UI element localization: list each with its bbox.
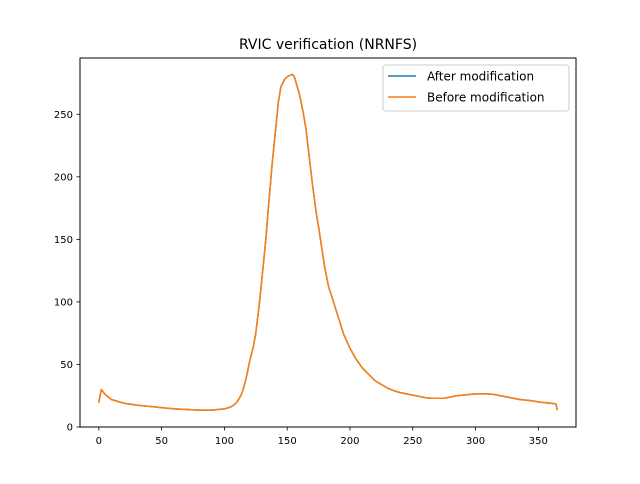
- x-tick-label: 50: [155, 436, 168, 447]
- x-tick-label: 150: [278, 436, 297, 447]
- y-tick-label: 250: [54, 110, 73, 121]
- plot-area-frame: [79, 57, 577, 428]
- y-tick-label: 200: [54, 172, 73, 183]
- x-tick-label: 100: [215, 436, 234, 447]
- x-tick-label: 250: [403, 436, 422, 447]
- legend-label-1: After modification: [427, 70, 534, 84]
- legend-label-2: Before modification: [427, 91, 545, 105]
- series-line-1: [97, 73, 559, 411]
- y-tick-label: 150: [54, 235, 73, 246]
- x-tick-label: 350: [529, 436, 548, 447]
- y-tick-label: 50: [60, 360, 73, 371]
- x-tick-label: 300: [466, 436, 485, 447]
- x-tick-label: 0: [96, 436, 102, 447]
- chart-title: RVIC verification (NRNFS): [239, 37, 417, 53]
- legend: After modification Before modification: [382, 64, 570, 112]
- y-tick-label: 100: [54, 298, 73, 309]
- x-tick-label: 200: [340, 436, 359, 447]
- legend-box: [382, 64, 570, 112]
- y-tick-label: 0: [67, 423, 73, 434]
- series-line-2: [97, 73, 559, 411]
